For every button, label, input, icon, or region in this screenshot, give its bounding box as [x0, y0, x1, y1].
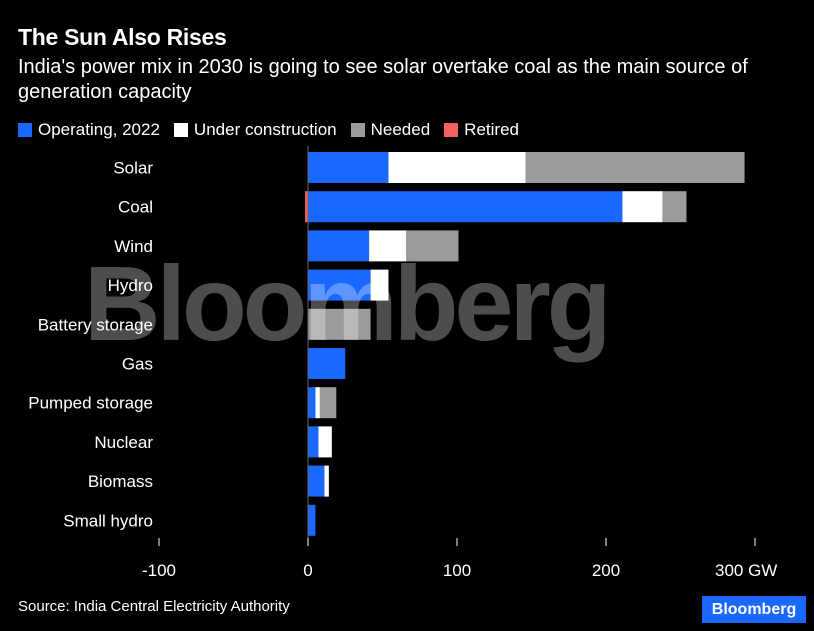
bar-solar-operating-2022 — [308, 152, 389, 183]
legend-label-retired: Retired — [464, 120, 519, 139]
x-tick-label-4: 300 GW — [715, 561, 777, 580]
category-label-nuclear: Nuclear — [94, 433, 153, 452]
legend-item-operating: Operating, 2022 — [18, 120, 160, 140]
legend-swatch-under-construction — [173, 123, 188, 137]
x-tick-label-1: 0 — [303, 561, 312, 580]
bar-pumped-storage-operating-2022 — [308, 387, 316, 419]
category-label-pumped-storage: Pumped storage — [28, 394, 153, 413]
category-label-hydro: Hydro — [108, 276, 153, 295]
legend-label-needed: Needed — [370, 120, 431, 139]
legend: Operating, 2022 Under construction Neede… — [18, 120, 519, 140]
x-tick-label-3: 200 — [592, 561, 620, 580]
legend-item-retired: Retired — [444, 120, 519, 140]
bar-coal-needed — [662, 191, 687, 223]
category-label-biomass: Biomass — [88, 472, 153, 491]
legend-item-needed: Needed — [350, 120, 431, 140]
legend-swatch-operating — [18, 123, 32, 137]
category-label-solar: Solar — [113, 159, 153, 178]
bar-pumped-storage-needed — [319, 387, 337, 419]
bar-wind-operating-2022 — [308, 230, 370, 262]
chart-subtitle: India's power mix in 2030 is going to se… — [18, 56, 748, 103]
bloomberg-logo: Bloomberg — [702, 596, 806, 623]
bar-nuclear-operating-2022 — [308, 426, 319, 458]
bar-coal-retired — [305, 191, 308, 223]
bar-hydro-under-construction — [370, 269, 389, 301]
bar-solar-needed — [525, 152, 745, 183]
bar-coal-operating-2022 — [308, 191, 623, 223]
bar-small-hydro-operating-2022 — [308, 504, 316, 536]
bar-solar-under-construction — [388, 152, 526, 183]
category-label-battery-storage: Battery storage — [38, 315, 153, 334]
x-tick-label-2: 100 — [443, 561, 471, 580]
category-label-coal: Coal — [118, 198, 153, 217]
bar-nuclear-under-construction — [318, 426, 332, 458]
chart-title: The Sun Also Rises — [18, 24, 227, 50]
legend-swatch-retired — [444, 123, 459, 137]
legend-label-under-construction: Under construction — [193, 120, 337, 139]
category-label-small-hydro: Small hydro — [63, 511, 153, 530]
category-label-wind: Wind — [114, 237, 153, 256]
bar-coal-under-construction — [622, 191, 663, 223]
category-label-gas: Gas — [122, 355, 153, 374]
bar-gas-operating-2022 — [308, 348, 346, 379]
x-tick-label-0: -100 — [142, 561, 176, 580]
bar-wind-needed — [406, 230, 459, 262]
source-note: Source: India Central Electricity Author… — [18, 598, 290, 615]
legend-item-under-construction: Under construction — [173, 120, 337, 140]
legend-swatch-needed — [350, 123, 365, 137]
bar-biomass-operating-2022 — [308, 465, 325, 497]
bar-pumped-storage-under-construction — [315, 387, 320, 419]
bar-biomass-under-construction — [324, 465, 329, 497]
bar-hydro-operating-2022 — [308, 269, 371, 301]
bar-battery-storage-needed — [308, 308, 371, 340]
bar-wind-under-construction — [369, 230, 407, 262]
legend-label-operating: Operating, 2022 — [38, 120, 160, 139]
